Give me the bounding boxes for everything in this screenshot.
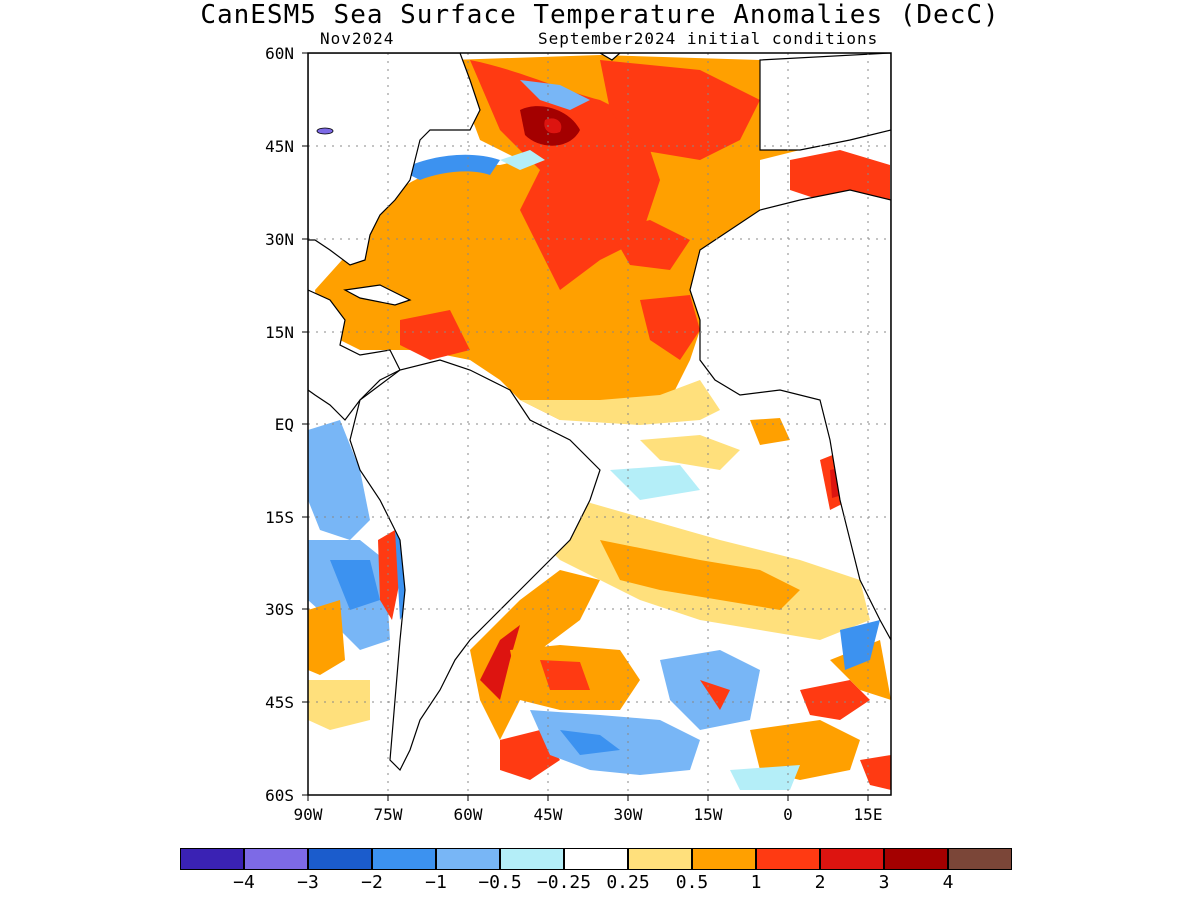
land-masses bbox=[308, 53, 891, 772]
lon-label-90w: 90W bbox=[293, 805, 323, 824]
colorbar-swatch bbox=[564, 848, 628, 870]
lon-label-0: 0 bbox=[783, 805, 793, 824]
colorbar-label: 0.5 bbox=[675, 872, 709, 893]
lon-label-15e: 15E bbox=[853, 805, 883, 824]
lat-label-30s: 30S bbox=[265, 600, 294, 619]
colorbar-label: −0.5 bbox=[478, 872, 522, 893]
lat-label-eq: EQ bbox=[274, 415, 294, 434]
lat-label-60s: 60S bbox=[265, 786, 294, 805]
axis-ticks bbox=[302, 52, 869, 801]
lat-label-60n: 60N bbox=[265, 44, 294, 63]
colorbar-label: −0.25 bbox=[536, 872, 592, 893]
cuba-island bbox=[343, 284, 412, 306]
map-title: CanESM5 Sea Surface Temperature Anomalie… bbox=[200, 0, 1000, 30]
north-atlantic-anomalies bbox=[315, 55, 890, 425]
colorbar-swatch bbox=[500, 848, 564, 870]
lat-label-30n: 30N bbox=[265, 230, 294, 249]
lat-label-45n: 45N bbox=[265, 137, 294, 156]
colorbar-swatch bbox=[308, 848, 372, 870]
graticule bbox=[308, 53, 891, 795]
north-america-land bbox=[308, 53, 481, 266]
colorbar-swatch bbox=[244, 848, 308, 870]
great-lakes-anomaly bbox=[316, 127, 334, 135]
colorbar-swatch bbox=[820, 848, 884, 870]
colorbar-label: 4 bbox=[942, 872, 954, 893]
colorbar-label: −1 bbox=[425, 872, 447, 893]
colorbar-label: −2 bbox=[361, 872, 383, 893]
colorbar-swatch bbox=[372, 848, 436, 870]
central-america-land bbox=[308, 289, 401, 421]
colorbar-label: 0.25 bbox=[606, 872, 650, 893]
lon-label-60w: 60W bbox=[453, 805, 483, 824]
colorbar-swatch bbox=[628, 848, 692, 870]
colorbar-swatch bbox=[180, 848, 244, 870]
lat-label-15s: 15S bbox=[265, 508, 294, 527]
colorbar-label: −4 bbox=[233, 872, 255, 893]
greenland-land bbox=[598, 53, 621, 61]
lon-label-30w: 30W bbox=[613, 805, 643, 824]
colorbar-swatch bbox=[692, 848, 756, 870]
europe-land bbox=[759, 53, 891, 151]
colorbar-label: 2 bbox=[814, 872, 826, 893]
colorbar-label: 3 bbox=[878, 872, 890, 893]
colorbar-label: −3 bbox=[297, 872, 319, 893]
lat-label-15n: 15N bbox=[265, 323, 294, 342]
lat-label-45s: 45S bbox=[265, 693, 294, 712]
lon-label-15w: 15W bbox=[693, 805, 723, 824]
colorbar-swatch bbox=[884, 848, 948, 870]
lon-label-75w: 75W bbox=[373, 805, 403, 824]
colorbar-swatch bbox=[436, 848, 500, 870]
colorbar-swatch bbox=[948, 848, 1012, 870]
initial-conditions-label: September2024 initial conditions bbox=[538, 29, 879, 48]
lon-label-45w: 45W bbox=[533, 805, 563, 824]
south-america-land bbox=[349, 359, 601, 772]
forecast-month-label: Nov2024 bbox=[320, 29, 395, 48]
colorbar-swatch bbox=[756, 848, 820, 870]
east-pacific-anomalies bbox=[308, 355, 412, 730]
africa-land bbox=[689, 189, 891, 641]
colorbar-label: 1 bbox=[750, 872, 762, 893]
